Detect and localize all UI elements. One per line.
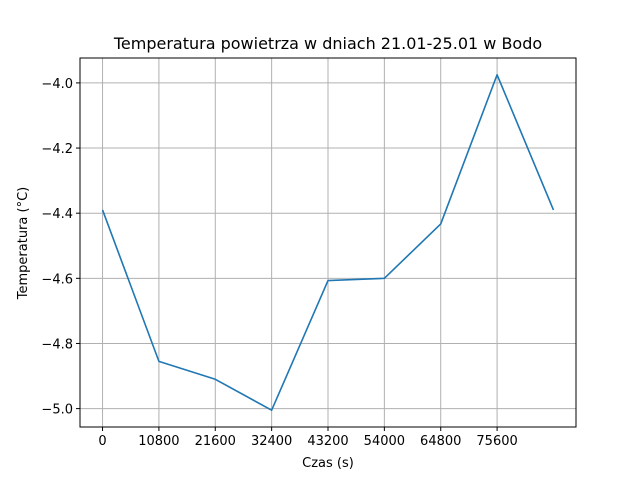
series-line [101, 73, 555, 412]
y-tick-label: −5.0 [41, 403, 73, 418]
y-tick-label: −4.0 [41, 77, 73, 92]
series-group [101, 73, 555, 412]
y-tick-label: −4.8 [41, 337, 73, 352]
x-tick-label: 75600 [476, 434, 517, 449]
x-tick-label: 54000 [364, 434, 405, 449]
chart-title: Temperatura powietrza w dniach 21.01-25.… [113, 34, 542, 53]
x-tick-label: 43200 [307, 434, 348, 449]
y-tick-label: −4.4 [41, 207, 73, 222]
x-axis-label: Czas (s) [302, 456, 354, 471]
y-axis-ticks: −5.0 −4.8 −4.6 −4.4 −4.2 −4.0 [41, 77, 80, 418]
x-tick-label: 10800 [138, 434, 179, 449]
y-tick-label: −4.2 [41, 142, 73, 157]
x-tick-label: 21600 [195, 434, 236, 449]
x-tick-label: 0 [98, 434, 106, 449]
x-tick-label: 32400 [251, 434, 292, 449]
x-tick-label: 64800 [420, 434, 461, 449]
y-tick-label: −4.6 [41, 272, 73, 287]
x-axis-ticks: 0 10800 21600 32400 43200 54000 64800 75600 [98, 427, 518, 449]
y-axis-label: Temperatura (°C) [16, 187, 31, 300]
